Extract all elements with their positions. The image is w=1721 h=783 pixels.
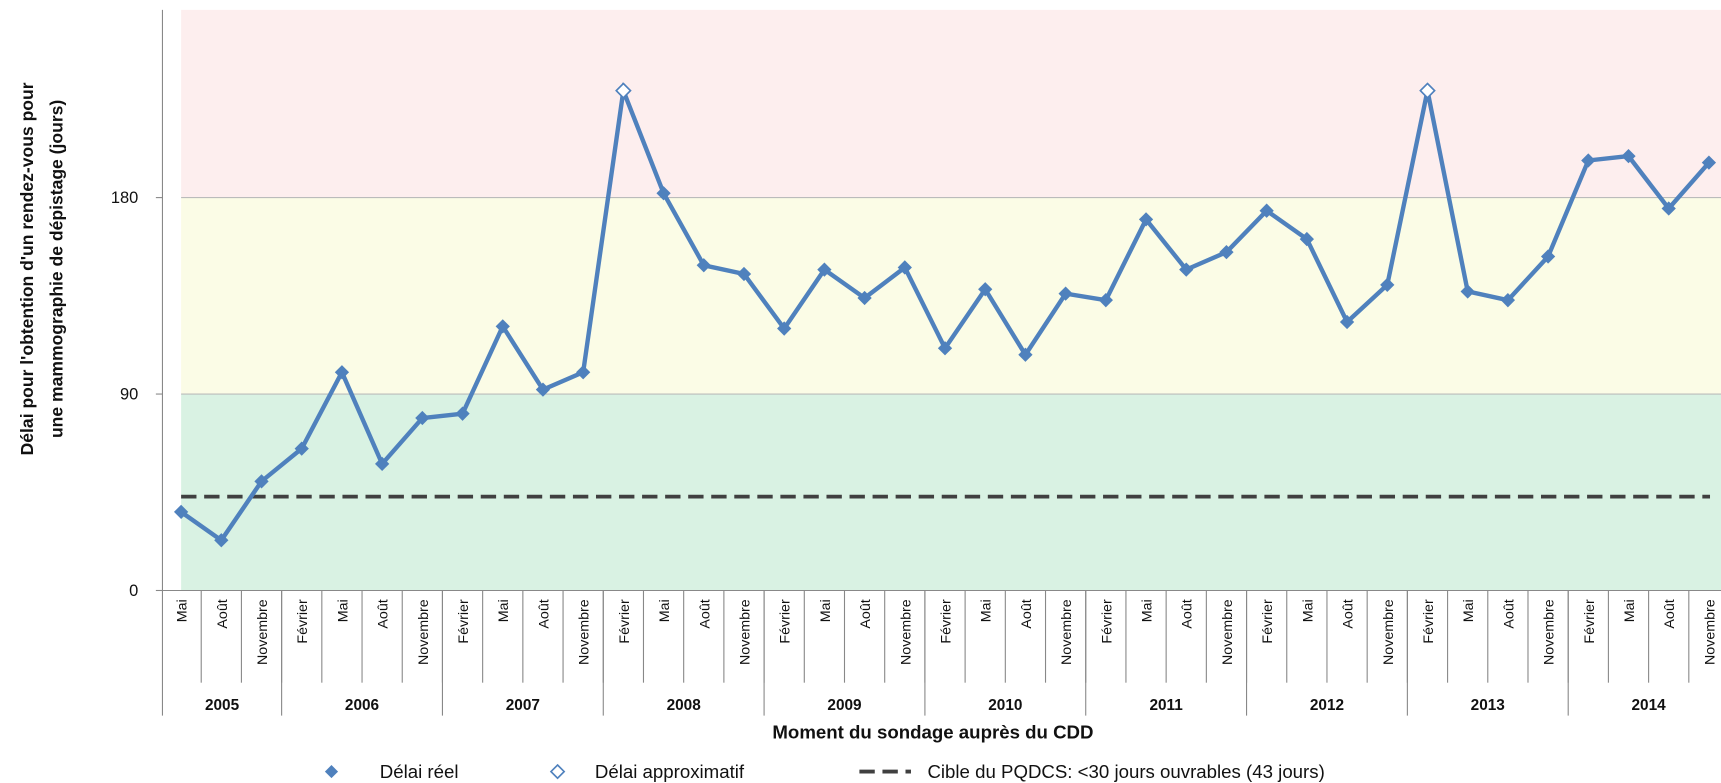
- year-label: 2010: [988, 697, 1022, 714]
- marker-approx: [1419, 82, 1436, 99]
- marker: [1058, 286, 1073, 301]
- x-tick-label: Mai: [818, 599, 834, 622]
- marker: [817, 262, 832, 277]
- marker: [736, 266, 752, 282]
- marker-approx: [615, 82, 632, 99]
- marker: [656, 186, 671, 201]
- x-tick-label: Mai: [979, 599, 995, 622]
- marker: [375, 456, 390, 472]
- y-tick-label: 180: [111, 189, 138, 207]
- year-label: 2007: [506, 697, 540, 714]
- legend-marker: [324, 765, 339, 779]
- legend-marker: [549, 763, 566, 780]
- marker: [1179, 262, 1194, 277]
- marker: [1460, 284, 1475, 299]
- x-tick-label: Août: [1662, 599, 1678, 628]
- marker: [857, 290, 872, 306]
- x-tick-label: Août: [1341, 599, 1357, 628]
- year-label: 2006: [345, 697, 379, 714]
- y-tick-label: 0: [129, 582, 138, 600]
- y-axis-label: une mammographie de dépistage (jours): [47, 100, 67, 438]
- marker: [937, 341, 953, 356]
- year-label: 2014: [1632, 697, 1667, 714]
- x-tick-label: Février: [1099, 599, 1115, 644]
- x-tick-label: Novembre: [1220, 599, 1236, 665]
- x-tick-label: Mai: [496, 599, 512, 622]
- marker: [254, 474, 269, 489]
- marker: [1219, 245, 1234, 260]
- year-label: 2005: [205, 697, 240, 714]
- x-tick-label: Août: [858, 599, 874, 628]
- x-tick-label: Février: [456, 599, 472, 644]
- marker: [415, 410, 430, 426]
- marker: [455, 406, 470, 421]
- band: [181, 9, 1721, 198]
- marker: [334, 365, 350, 380]
- x-tick-label: Novembre: [255, 599, 271, 665]
- x-tick-label: Août: [536, 599, 552, 628]
- legend-label: Délai réel: [380, 761, 459, 782]
- x-tick-label: Mai: [1140, 599, 1156, 622]
- x-tick-label: Novembre: [1702, 599, 1718, 665]
- x-axis-label: Moment du sondage auprès du CDD: [772, 722, 1093, 743]
- marker: [576, 365, 591, 380]
- x-tick-label: Novembre: [737, 599, 753, 665]
- x-tick-label: Novembre: [898, 599, 914, 665]
- marker: [535, 382, 551, 397]
- x-tick-label: Novembre: [1381, 599, 1397, 665]
- x-tick-label: Août: [1501, 599, 1517, 628]
- marker: [1339, 314, 1355, 330]
- marker: [696, 258, 711, 273]
- year-label: 2008: [667, 697, 702, 714]
- x-tick-label: Mai: [657, 599, 673, 622]
- x-tick-label: Mai: [1461, 599, 1477, 622]
- y-axis-label: Délai pour l'obtention d'un rendez-vous …: [17, 82, 37, 455]
- year-label: 2009: [827, 697, 861, 714]
- x-tick-label: Mai: [175, 599, 191, 622]
- x-tick-label: Février: [939, 599, 955, 644]
- x-tick-label: Août: [215, 599, 231, 628]
- x-tick-label: Février: [295, 599, 311, 644]
- year-label: 2012: [1310, 697, 1344, 714]
- band: [181, 197, 1721, 395]
- y-tick-label: 90: [120, 386, 138, 404]
- x-tick-label: Novembre: [577, 599, 593, 665]
- x-tick-label: Août: [1019, 599, 1035, 628]
- x-tick-label: Février: [1421, 599, 1437, 644]
- marker: [777, 321, 792, 336]
- marker: [1299, 231, 1314, 247]
- x-tick-label: Mai: [1300, 599, 1316, 622]
- band: [181, 394, 1721, 591]
- marker: [1621, 148, 1636, 164]
- x-tick-label: Août: [1180, 599, 1196, 628]
- x-tick-label: Février: [778, 599, 794, 644]
- x-tick-label: Novembre: [1542, 599, 1558, 665]
- marker: [978, 282, 993, 297]
- x-tick-label: Novembre: [416, 599, 432, 665]
- marker: [1701, 155, 1717, 170]
- legend-label: Cible du PQDCS: <30 jours ouvrables (43 …: [927, 761, 1324, 782]
- marker: [173, 504, 189, 520]
- marker: [214, 533, 229, 548]
- marker: [897, 260, 912, 275]
- x-tick-label: Février: [1260, 599, 1276, 644]
- year-label: 2011: [1149, 697, 1183, 714]
- legend-label: Délai approximatif: [595, 761, 745, 782]
- x-tick-label: Février: [617, 599, 633, 644]
- x-tick-label: Août: [697, 599, 713, 628]
- x-tick-label: Février: [1582, 599, 1598, 644]
- x-tick-label: Novembre: [1059, 599, 1075, 665]
- year-label: 2013: [1471, 697, 1505, 714]
- x-tick-label: Mai: [1622, 599, 1638, 622]
- x-tick-label: Mai: [335, 599, 351, 622]
- marker: [495, 319, 510, 334]
- x-tick-label: Août: [376, 599, 392, 628]
- marker: [1581, 153, 1596, 168]
- marker: [294, 441, 309, 456]
